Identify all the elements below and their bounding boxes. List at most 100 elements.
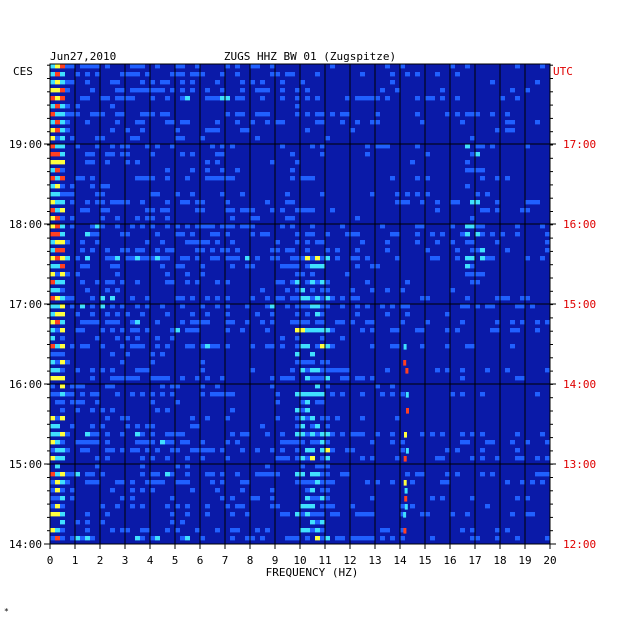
heatmap-cell	[475, 168, 480, 173]
heatmap-cell	[535, 472, 540, 477]
heatmap-cell	[125, 144, 130, 149]
heatmap-cell	[240, 504, 245, 509]
heatmap-cell	[470, 272, 475, 277]
heatmap-cell	[75, 368, 80, 373]
heatmap-cell	[235, 120, 240, 125]
heatmap-cell	[285, 376, 290, 381]
heatmap-cell	[345, 232, 350, 237]
heatmap-cell	[120, 200, 125, 205]
heatmap-cell	[285, 72, 290, 77]
heatmap-cell	[285, 304, 290, 309]
heatmap-cell	[190, 168, 195, 173]
heatmap-cell	[150, 488, 155, 493]
heatmap-cell	[265, 232, 270, 237]
heatmap-cell	[495, 456, 500, 461]
heatmap-cell	[275, 392, 280, 397]
heatmap-cell	[330, 480, 335, 485]
heatmap-cell	[115, 256, 120, 261]
heatmap-cell	[225, 312, 230, 317]
heatmap-cell	[255, 136, 260, 141]
heatmap-cell	[215, 296, 220, 301]
heatmap-cell	[245, 320, 250, 325]
heatmap-cell	[420, 224, 425, 229]
heatmap-cell	[460, 392, 465, 397]
heatmap-cell	[140, 200, 145, 205]
heatmap-cell	[355, 512, 360, 517]
heatmap-cell	[310, 432, 315, 437]
heatmap-cell	[330, 344, 335, 349]
heatmap-cell	[55, 72, 60, 77]
heatmap-cell	[60, 536, 65, 541]
heatmap-cell	[415, 192, 420, 197]
heatmap-cell	[100, 224, 105, 229]
heatmap-cell	[450, 200, 455, 205]
heatmap-cell	[305, 408, 310, 413]
heatmap-cell	[180, 376, 185, 381]
heatmap-cell	[60, 504, 65, 509]
heatmap-cell	[210, 232, 215, 237]
heatmap-cell	[120, 432, 125, 437]
heatmap-cell	[120, 360, 125, 365]
heatmap-cell	[395, 344, 400, 349]
heatmap-cell	[370, 328, 375, 333]
heatmap-cell	[70, 296, 75, 301]
right-tick-label: 14:00	[563, 378, 596, 391]
heatmap-cell	[300, 344, 305, 349]
heatmap-cell	[365, 96, 370, 101]
heatmap-cell	[65, 480, 70, 485]
heatmap-cell	[125, 160, 130, 165]
heatmap-cell	[165, 248, 170, 253]
heatmap-cell	[160, 208, 165, 213]
heatmap-cell	[165, 312, 170, 317]
heatmap-cell	[395, 456, 400, 461]
heatmap-cell	[65, 192, 70, 197]
heatmap-cell	[60, 80, 65, 85]
heatmap-cell	[520, 208, 525, 213]
heatmap-cell	[90, 432, 95, 437]
heatmap-cell	[70, 384, 75, 389]
heatmap-cell	[365, 536, 370, 541]
heatmap-cell	[495, 528, 500, 533]
heatmap-cell	[105, 312, 110, 317]
heatmap-cell	[470, 200, 475, 205]
narrow-line-segment	[405, 392, 409, 398]
heatmap-cell	[260, 232, 265, 237]
heatmap-cell	[345, 376, 350, 381]
heatmap-cell	[465, 256, 470, 261]
heatmap-cell	[215, 152, 220, 157]
heatmap-cell	[185, 256, 190, 261]
heatmap-cell	[210, 128, 215, 133]
heatmap-cell	[155, 480, 160, 485]
heatmap-cell	[540, 64, 545, 69]
heatmap-cell	[305, 112, 310, 117]
heatmap-cell	[520, 320, 525, 325]
heatmap-cell	[235, 528, 240, 533]
heatmap-cell	[190, 152, 195, 157]
heatmap-cell	[85, 152, 90, 157]
heatmap-cell	[50, 64, 55, 69]
heatmap-cell	[110, 104, 115, 109]
narrow-line-segment	[405, 368, 409, 374]
heatmap-cell	[55, 112, 60, 117]
heatmap-cell	[320, 280, 325, 285]
heatmap-cell	[105, 280, 110, 285]
heatmap-cell	[270, 384, 275, 389]
heatmap-cell	[215, 120, 220, 125]
heatmap-cell	[160, 240, 165, 245]
heatmap-cell	[315, 536, 320, 541]
heatmap-cell	[205, 344, 210, 349]
heatmap-cell	[115, 392, 120, 397]
heatmap-cell	[125, 200, 130, 205]
heatmap-cell	[430, 256, 435, 261]
heatmap-cell	[225, 416, 230, 421]
heatmap-cell	[400, 304, 405, 309]
heatmap-cell	[270, 344, 275, 349]
heatmap-cell	[320, 112, 325, 117]
heatmap-cell	[400, 512, 405, 517]
heatmap-cell	[390, 440, 395, 445]
heatmap-cell	[515, 224, 520, 229]
heatmap-cell	[105, 152, 110, 157]
heatmap-cell	[405, 72, 410, 77]
heatmap-cell	[280, 440, 285, 445]
heatmap-cell	[50, 344, 55, 349]
